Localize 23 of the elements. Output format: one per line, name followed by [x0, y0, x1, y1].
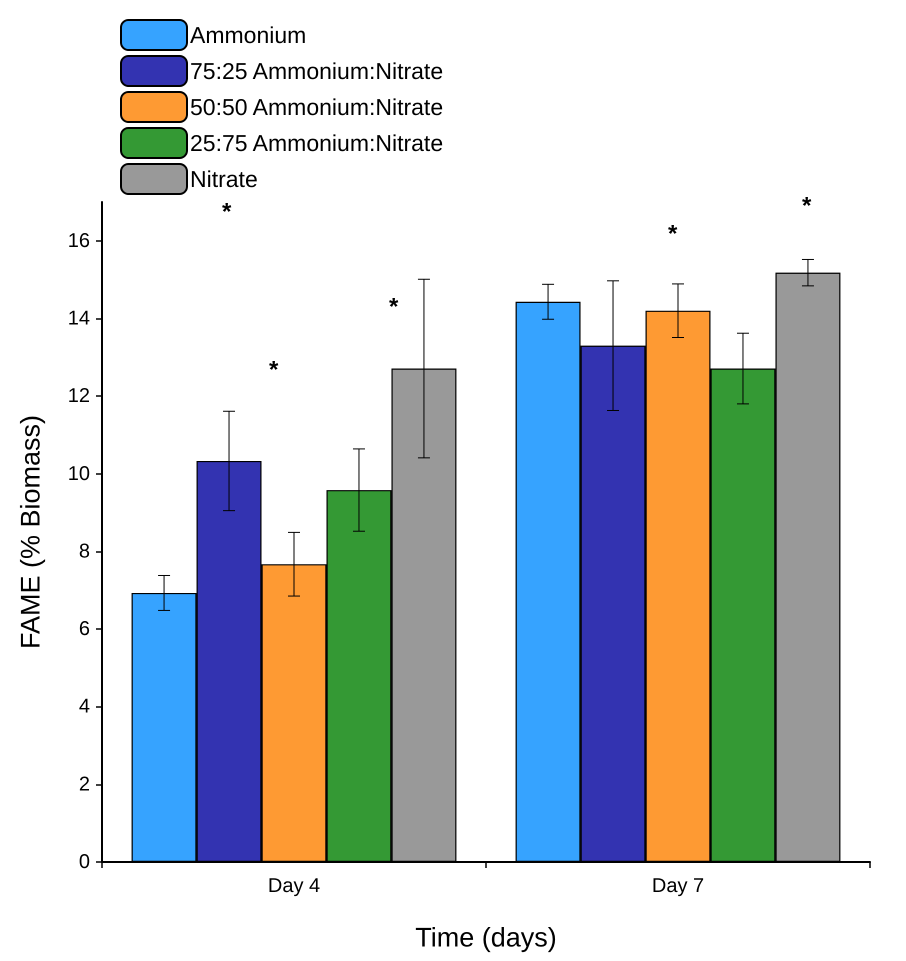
y-tick-label: 16 — [68, 230, 90, 252]
x-tick-label: Day 7 — [652, 875, 704, 897]
annotation: * — [389, 294, 399, 320]
annotation: * — [269, 356, 279, 384]
x-tick-label: Day 4 — [268, 875, 320, 897]
legend-label: 75:25 Ammonium:Nitrate — [190, 58, 444, 84]
annotation: * — [802, 192, 812, 220]
legend-label: 25:75 Ammonium:Nitrate — [190, 130, 444, 156]
x-axis-title: Time (days) — [415, 922, 557, 952]
legend-label: Nitrate — [190, 166, 258, 192]
legend-label: Ammonium — [190, 22, 306, 48]
y-axis-title: FAME (% Biomass) — [16, 414, 46, 650]
y-tick-label: 12 — [68, 385, 90, 408]
annotation: * — [222, 198, 232, 226]
y-tick-label: 10 — [68, 462, 90, 485]
y-tick-label: 14 — [68, 307, 90, 330]
y-tick-label: 8 — [78, 540, 90, 562]
y-tick-label: 2 — [78, 773, 90, 796]
annotation: * — [668, 220, 678, 248]
y-tick-label: 0 — [78, 851, 90, 873]
y-tick-label: 6 — [78, 618, 90, 640]
legend-label: 50:50 Ammonium:Nitrate — [190, 94, 444, 120]
y-tick-label: 4 — [78, 696, 90, 718]
